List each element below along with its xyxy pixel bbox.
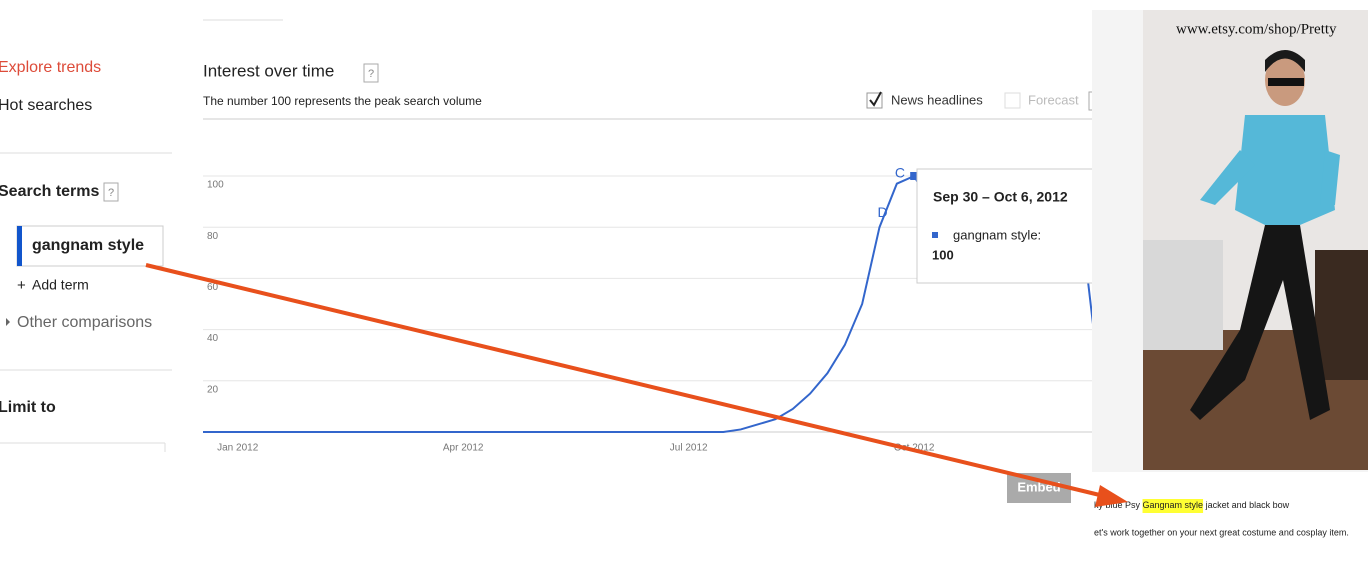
forecast-label: Forecast	[1028, 92, 1079, 107]
tooltip-swatch	[932, 232, 938, 238]
sidebar: Explore trends Hot searches Search terms…	[0, 59, 172, 452]
caption2: et's work together on your next great co…	[1094, 527, 1349, 537]
x-tick-label: Jul 2012	[670, 443, 708, 454]
other-comparisons[interactable]: Other comparisons	[17, 314, 152, 331]
peak-marker	[910, 172, 919, 180]
x-tick-label: Jan 2012	[217, 443, 259, 454]
arm	[1320, 150, 1340, 205]
x-tick-label: Oct 2012	[894, 443, 935, 454]
add-term[interactable]: Add term	[32, 277, 89, 293]
jacket	[1235, 115, 1335, 225]
help-text: ?	[108, 187, 114, 199]
photo-url: www.etsy.com/shop/Pretty	[1176, 21, 1337, 37]
photo: www.etsy.com/shop/Pretty ky blue Psy Gan…	[1092, 10, 1368, 537]
caption: ky blue Psy Gangnam style jacket and bla…	[1094, 500, 1290, 510]
panel-subtitle: The number 100 represents the peak searc…	[203, 94, 482, 108]
caption-pre: ky blue Psy	[1094, 500, 1143, 510]
forecast-checkbox[interactable]	[1004, 92, 1021, 109]
triangle	[6, 318, 10, 326]
search-terms: Search terms	[0, 183, 99, 200]
y-tick-label: 80	[207, 231, 219, 242]
term-color	[17, 226, 22, 266]
news-label: News headlines	[891, 92, 983, 107]
tooltip-date: Sep 30 – Oct 6, 2012	[933, 189, 1068, 205]
check	[869, 91, 882, 107]
tooltip-value: 100	[932, 247, 954, 262]
trousers	[1190, 225, 1330, 420]
hair	[1265, 50, 1305, 72]
limit-to: Limit to	[0, 399, 56, 416]
nav-explore[interactable]: Explore trends	[0, 59, 101, 76]
y-tick-label: 20	[207, 384, 219, 395]
help-icon[interactable]	[103, 182, 119, 202]
y-tick-label: 100	[207, 180, 224, 191]
panel-title: Interest over time	[203, 61, 334, 80]
overlay	[145, 263, 1128, 507]
y-tick-label: 60	[207, 282, 219, 293]
annotation: C	[895, 164, 905, 180]
caption-highlight: Gangnam style	[1143, 500, 1204, 510]
caption-post: jacket and black bow	[1203, 500, 1290, 510]
annotation: D	[878, 204, 888, 220]
plus: +	[17, 277, 26, 294]
arrow-line	[145, 263, 1109, 499]
glasses	[1268, 78, 1304, 86]
highlight	[1142, 499, 1204, 513]
arm	[1200, 150, 1255, 205]
help-text: ?	[368, 68, 374, 80]
term: gangnam style	[32, 237, 144, 254]
chart: 20 40 60 80 100 Jan 2012 Apr 2012 Jul 2012 Oct 2…	[203, 164, 1106, 454]
bed	[1143, 240, 1223, 350]
y-tick-label: 40	[207, 333, 219, 344]
embed-button[interactable]	[1007, 473, 1071, 503]
nav-hot[interactable]: Hot searches	[0, 97, 92, 114]
arrow-head	[1095, 485, 1128, 507]
tooltip-label: gangnam style:	[953, 227, 1041, 242]
x-tick-label: Apr 2012	[443, 443, 484, 454]
panel: Interest over time ? The number 100 repr…	[203, 19, 1110, 503]
tooltip	[916, 168, 1105, 284]
help-icon[interactable]	[363, 63, 379, 83]
term-box[interactable]	[16, 225, 164, 267]
table	[1315, 250, 1368, 380]
